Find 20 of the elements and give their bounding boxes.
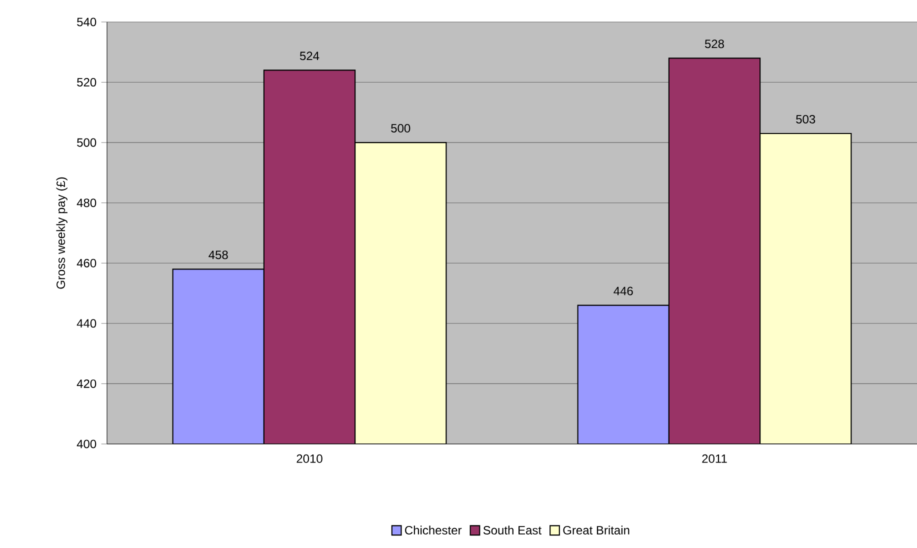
legend-label: Great Britain xyxy=(563,526,630,535)
x-tick-label: 2010 xyxy=(296,454,322,463)
y-tick-label: 440 xyxy=(76,319,96,328)
data-label: 528 xyxy=(704,40,724,48)
legend-label: South East xyxy=(483,526,542,535)
data-label: 446 xyxy=(614,286,633,296)
data-label: 500 xyxy=(391,124,410,133)
legend-label: Chichester xyxy=(405,526,462,535)
x-tick-label: 2011 xyxy=(702,454,727,463)
data-label: 524 xyxy=(300,52,320,60)
data-label: 503 xyxy=(796,114,816,124)
y-tick-label: 400 xyxy=(76,440,96,448)
y-tick-label: 420 xyxy=(76,379,96,388)
y-tick-label: 540 xyxy=(77,18,96,26)
y-tick-label: 520 xyxy=(77,78,96,87)
data-label: 458 xyxy=(208,250,228,260)
y-tick-label: 500 xyxy=(77,138,96,147)
y-tick-label: 460 xyxy=(76,258,96,268)
y-tick-label: 480 xyxy=(76,198,96,208)
y-axis-title: Gross weekly pay (£) xyxy=(56,177,68,289)
